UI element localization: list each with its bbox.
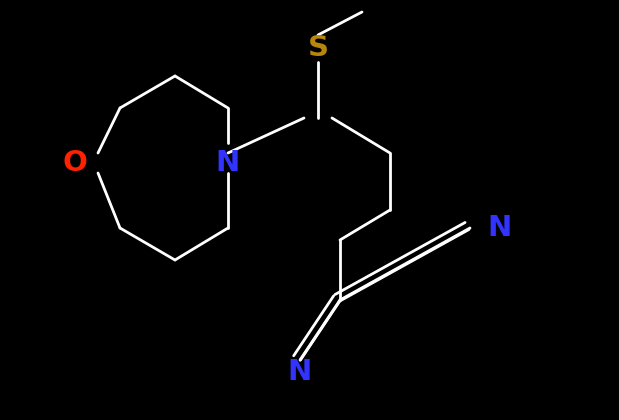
Text: N: N (488, 214, 512, 242)
Text: S: S (308, 34, 329, 62)
Text: O: O (63, 149, 87, 177)
Text: N: N (288, 358, 312, 386)
Text: N: N (216, 149, 240, 177)
